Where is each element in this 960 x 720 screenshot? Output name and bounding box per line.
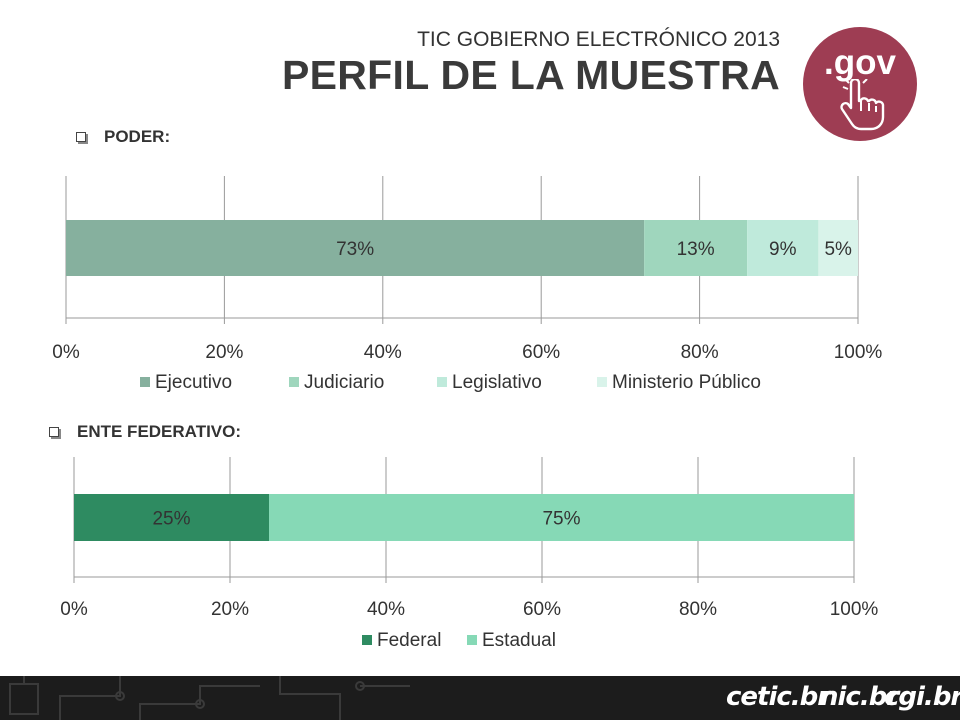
legend-swatch-judiciario bbox=[289, 377, 299, 387]
x-tick-label: 40% bbox=[364, 342, 402, 363]
x-tick-label: 20% bbox=[211, 599, 249, 620]
pointing-hand-icon bbox=[840, 79, 885, 131]
data-label: 5% bbox=[824, 239, 852, 260]
gov-badge-text: .gov bbox=[824, 43, 896, 82]
checkbox-bullet-icon bbox=[76, 132, 86, 142]
data-label: 73% bbox=[336, 239, 374, 260]
x-tick-label: 0% bbox=[60, 599, 88, 620]
data-label: 9% bbox=[769, 239, 797, 260]
data-label: 13% bbox=[677, 239, 715, 260]
x-tick-label: 80% bbox=[679, 599, 717, 620]
legend-swatch-federal bbox=[362, 635, 372, 645]
cgi-logo: cgi.br bbox=[884, 682, 960, 712]
bar-segment-ejecutivo bbox=[66, 220, 645, 276]
nic-logo: nic.br bbox=[820, 682, 899, 712]
checkbox-bullet-icon bbox=[49, 427, 59, 437]
circuit-pattern-decoration bbox=[9, 676, 410, 720]
bar-segment-estadual bbox=[269, 494, 854, 541]
x-tick-label: 20% bbox=[205, 342, 243, 363]
section-label-poder: PODER: bbox=[76, 127, 170, 147]
x-tick-label: 100% bbox=[834, 342, 883, 363]
bar-segment-judiciario bbox=[644, 220, 748, 276]
legend-swatch-estadual bbox=[467, 635, 477, 645]
bar-segment-ministerio-publico bbox=[818, 220, 858, 276]
section-label-text: PODER: bbox=[104, 127, 171, 146]
legend-label: Federal bbox=[377, 630, 441, 651]
data-label: 25% bbox=[152, 509, 190, 530]
x-tick-label: 100% bbox=[830, 599, 879, 620]
x-tick-label: 60% bbox=[522, 342, 560, 363]
gov-badge: .gov bbox=[803, 27, 917, 141]
footer-bar: cetic.br nic.br cgi.br bbox=[0, 676, 960, 720]
legend-swatch-ejecutivo bbox=[140, 377, 150, 387]
legend-swatch-ministerio-publico bbox=[597, 377, 607, 387]
section-label-ente-federativo: ENTE FEDERATIVO: bbox=[49, 422, 241, 442]
data-label: 75% bbox=[542, 509, 580, 530]
legend-label: Estadual bbox=[482, 630, 556, 651]
legend-label: Legislativo bbox=[452, 372, 542, 393]
legend-swatch-legislativo bbox=[437, 377, 447, 387]
x-tick-label: 60% bbox=[523, 599, 561, 620]
bar-segment-federal bbox=[74, 494, 269, 541]
page-subtitle: TIC GOBIERNO ELECTRÓNICO 2013 bbox=[417, 28, 780, 51]
cetic-logo: cetic.br bbox=[726, 682, 830, 712]
bar-segment-legislativo bbox=[747, 220, 819, 276]
x-tick-label: 0% bbox=[52, 342, 80, 363]
x-tick-label: 40% bbox=[367, 599, 405, 620]
page-title: PERFIL DE LA MUESTRA bbox=[281, 52, 780, 98]
legend-label: Ministerio Público bbox=[612, 372, 761, 393]
x-tick-label: 80% bbox=[681, 342, 719, 363]
legend-label: Judiciario bbox=[304, 372, 384, 393]
section-label-text: ENTE FEDERATIVO: bbox=[77, 422, 242, 441]
legend-label: Ejecutivo bbox=[155, 372, 232, 393]
